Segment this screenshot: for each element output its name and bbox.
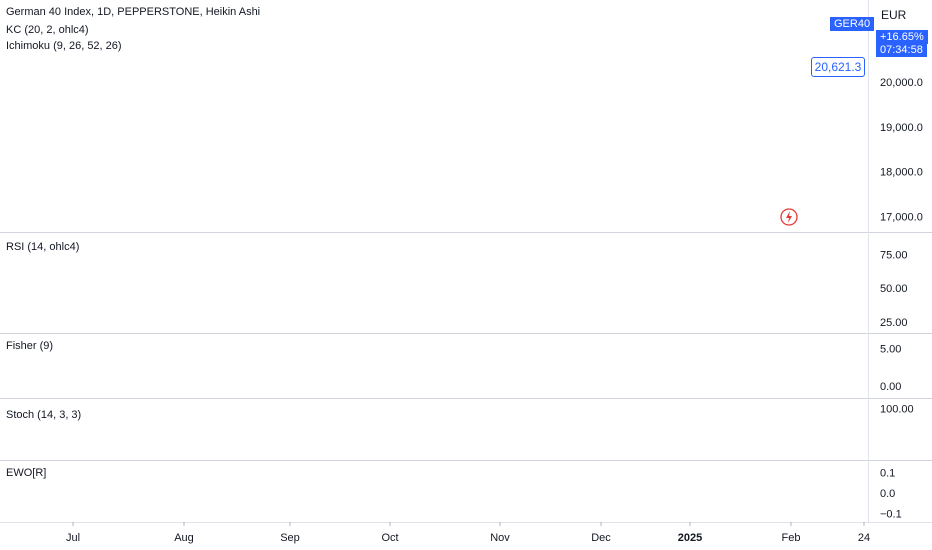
rsi-legend[interactable]: RSI (14, ohlc4) (6, 241, 79, 253)
pane-bg (0, 334, 932, 398)
kc-legend[interactable]: KC (20, 2, ohlc4) (6, 24, 89, 36)
price-tick-label: 19,000.0 (880, 122, 923, 134)
stoch-legend-label: Stoch (14, 3, 3) (6, 409, 82, 421)
time-tick-label: Jul (66, 532, 80, 544)
osc-tick-label: 0.00 (880, 381, 901, 393)
main-legend-title: German 40 Index, 1D, PEPPERSTONE, Heikin… (6, 6, 261, 18)
currency-label[interactable]: EUR (881, 8, 907, 22)
time-tick-label: 2025 (678, 532, 702, 544)
kc-legend-label: KC (20, 2, ohlc4) (6, 24, 89, 36)
osc-tick-label: 50.00 (880, 283, 908, 295)
time-tick-label: Nov (490, 532, 510, 544)
pane-bg (0, 233, 932, 333)
osc-tick-label: 100.00 (880, 403, 914, 415)
pane-bg (0, 399, 932, 460)
lightning-icon[interactable] (780, 208, 798, 226)
time-tick-label: Oct (381, 532, 398, 544)
rsi-legend-label: RSI (14, ohlc4) (6, 241, 80, 253)
stoch-legend[interactable]: Stoch (14, 3, 3) (6, 409, 81, 421)
ewo-tick-label: 0.0 (880, 488, 895, 500)
time-tick-label: Feb (782, 532, 801, 544)
pane-bg (0, 461, 932, 522)
ewo-tick-label: 0.1 (880, 467, 895, 479)
ewo-tick-label: −0.1 (880, 509, 902, 521)
ewo-legend-label: EWO[R] (6, 467, 47, 479)
osc-tick-label: 5.00 (880, 344, 901, 356)
fisher-legend-label: Fisher (9) (6, 340, 54, 352)
ichimoku-legend-label: Ichimoku (9, 26, 52, 26) (6, 40, 122, 52)
ewo-legend[interactable]: EWO[R] (6, 467, 46, 479)
price-tick-label: 17,000.0 (880, 211, 923, 223)
fisher-legend[interactable]: Fisher (9) (6, 340, 53, 352)
time-tick-label: 24 (858, 532, 870, 544)
change-badge: +16.65% (876, 30, 928, 44)
price-marker[interactable]: 20,621.3 (811, 57, 865, 77)
pane-bg (0, 0, 932, 232)
ichimoku-legend[interactable]: Ichimoku (9, 26, 52, 26) (6, 40, 122, 52)
symbol-badge[interactable]: GER40 (830, 17, 875, 31)
countdown-badge: 07:34:58 (876, 43, 927, 57)
time-tick-label: Sep (280, 532, 300, 544)
osc-tick-label: 75.00 (880, 249, 908, 261)
time-tick-label: Aug (174, 532, 194, 544)
price-tick-label: 18,000.0 (880, 167, 923, 179)
time-tick-label: Dec (591, 532, 611, 544)
price-tick-label: 20,000.0 (880, 77, 923, 89)
main-legend[interactable]: German 40 Index, 1D, PEPPERSTONE, Heikin… (6, 6, 260, 18)
osc-tick-label: 25.00 (880, 317, 908, 329)
